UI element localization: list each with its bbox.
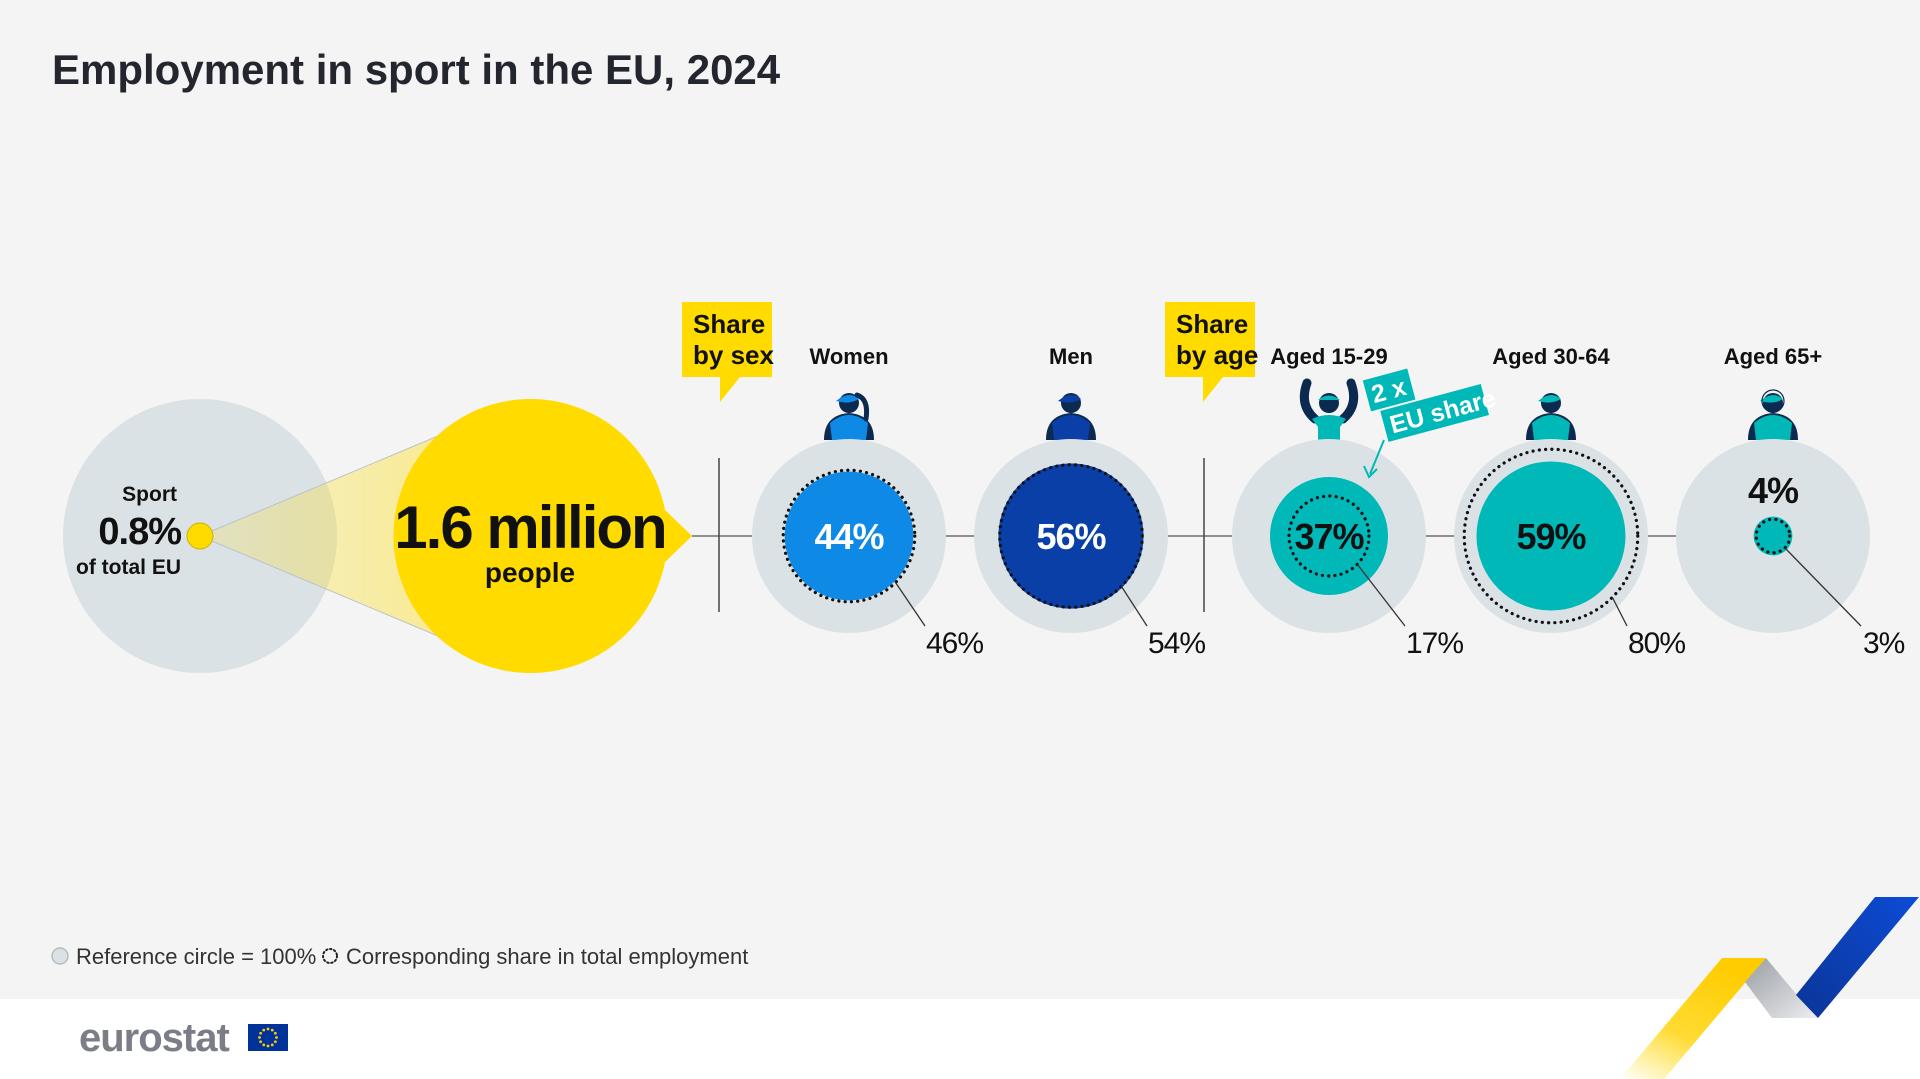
sport-share-circle [998,463,1144,609]
callout-age-line1: Share [1176,309,1248,339]
icon-shirt [830,415,868,440]
page-title: Employment in sport in the EU, 2024 [52,46,781,93]
icon-hair-outline [1761,389,1785,413]
icon-arm-left [1299,378,1320,424]
icon-cap [1318,395,1340,400]
youth-athlete-cheering-icon [1299,378,1359,440]
sport-share-circle [784,471,914,601]
leader-line [1120,586,1148,627]
man-athlete-icon [1046,393,1096,440]
sport-label: Sport [122,483,177,506]
icon-arm-right [1338,378,1359,424]
category-aged-15-29: Aged 15-29 17% 37% [1232,344,1464,660]
woman-athlete-icon [824,392,874,440]
category-aged-65: Aged 65+ 3% 4% [1676,344,1906,660]
category-label: Aged 30-64 [1492,344,1610,369]
legend-dotted-text: Corresponding share in total employment [346,944,748,969]
icon-cap [1760,394,1783,403]
icon-cap [1058,394,1081,403]
sport-share-dot [186,522,214,550]
eu-flag-stars [258,1027,278,1048]
callout-share-by-sex: Share by sex [682,302,774,402]
overview-section: Sport 0.8% of total EU 1.6 million peopl… [63,398,692,673]
icon-ponytail [854,392,870,422]
sport-share-value: 59% [1516,516,1586,557]
category-label: Women [809,344,888,369]
total-employment-dotted-circle [781,468,917,604]
decorative-ribbon [1620,897,1919,1079]
annotation-badge-line1 [1362,368,1416,412]
eu-flag-star [262,1043,266,1047]
sport-share-suffix: of total EU [76,556,181,579]
total-employment-dotted-circle [1462,447,1640,625]
eu-flag-star [262,1028,266,1032]
sport-share-value: 44% [814,516,884,557]
icon-cap [1538,394,1561,403]
footer-background [0,999,1920,1079]
icon-shirt [1532,415,1570,440]
leader-line [1356,563,1406,627]
total-employment-share-value: 3% [1863,627,1905,660]
callout-sex-line2: by sex [693,340,774,370]
legend-reference-circle-icon [51,947,69,965]
annotation-arrowhead [1363,465,1378,479]
icon-shirt [1754,415,1792,440]
total-employment-dotted-circle [1287,494,1371,578]
eu-flag-star [259,1031,263,1035]
total-employment-dotted-circle [1754,517,1792,555]
eu-flag-star [273,1031,277,1035]
eu-flag-star [270,1043,274,1047]
icon-cap [836,394,859,403]
logo-text: eurostat [79,1016,229,1060]
sport-share-circle [1476,461,1626,611]
category-label: Men [1049,344,1093,369]
total-employment-share-value: 46% [926,627,983,660]
icon-shirt [1052,415,1090,440]
senior-athlete-icon [1748,389,1798,440]
callout-age-line2: by age [1176,340,1258,370]
sport-share-value: 4% [1748,470,1799,511]
total-employment-share-value: 54% [1148,627,1205,660]
total-people-circle [393,398,692,673]
leader-line [894,582,926,627]
category-men: Men 54% 56% [974,344,1206,660]
total-people-value: 1.6 million [394,494,665,561]
total-employment-dotted-circle [998,463,1144,609]
leader-line [1784,547,1862,627]
sport-share-value: 0.8% [98,511,181,553]
annotation-arrow [1369,439,1385,475]
eurostat-logo: eurostat [79,1016,288,1060]
sport-share-circle [1753,516,1793,556]
legend-reference-text: Reference circle = 100% [76,944,316,969]
category-women: Women 46% 44% [752,344,984,660]
total-employment-share-value: 17% [1406,627,1463,660]
total-people-unit: people [485,557,575,588]
total-employment-share-value: 80% [1628,627,1685,660]
ribbon-yellow [1620,958,1766,1079]
category-label: Aged 15-29 [1270,344,1387,369]
category-label: Aged 65+ [1724,344,1822,369]
ribbon-blue [1796,897,1919,1018]
eu-flag-star [266,1044,270,1048]
eu-flag-star [258,1036,261,1039]
category-aged-30-64: Aged 30-64 80% 59% [1454,344,1686,660]
sport-share-value: 56% [1036,516,1106,557]
leader-line [1611,597,1628,627]
eu-flag-star [259,1040,263,1044]
eu-flag-star [275,1036,278,1039]
icon-body [1312,415,1346,440]
legend-dotted-circle-icon [322,948,338,964]
eu-flag-star [273,1040,277,1044]
adult-athlete-icon [1526,393,1576,440]
eu-flag-star [266,1027,270,1031]
legend: Reference circle = 100% Corresponding sh… [51,944,748,969]
annotation-badge-line2 [1380,384,1489,442]
callout-sex-line1: Share [693,309,765,339]
eu-flag-star [270,1028,274,1032]
sport-share-value: 37% [1294,516,1364,557]
ribbon-grey [1745,958,1818,1018]
callout-share-by-age: Share by age [1165,302,1258,402]
